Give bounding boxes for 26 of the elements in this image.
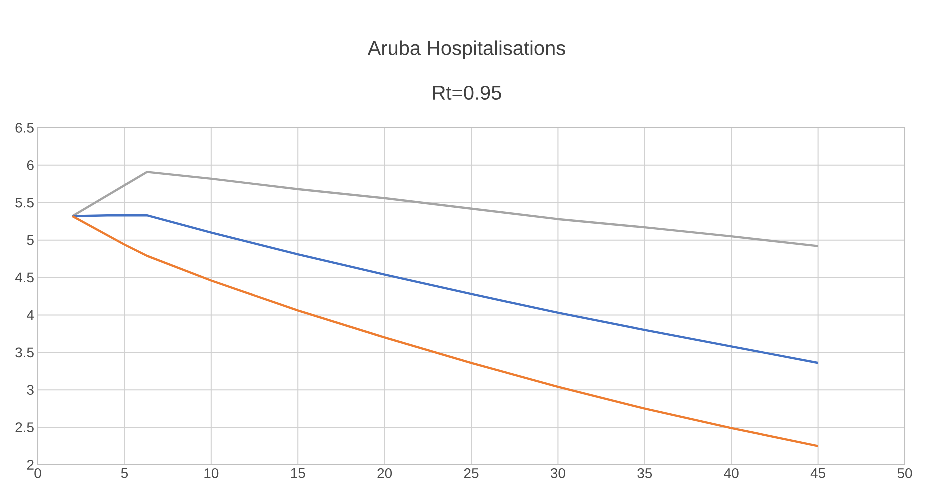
y-tick-label: 2: [27, 460, 34, 470]
x-tick-label: 35: [638, 468, 652, 478]
chart-title: Aruba Hospitalisations: [368, 40, 566, 60]
y-tick-label: 6: [27, 160, 34, 170]
y-tick-label: 5: [27, 235, 34, 246]
x-tick-label: 25: [464, 468, 479, 478]
y-tick-label: 2.5: [16, 422, 34, 432]
x-tick-label: 10: [204, 468, 219, 478]
x-tick-label: 0: [34, 468, 42, 478]
line-series: [72, 214, 820, 364]
y-tick-label: 3.5: [16, 348, 34, 358]
x-tick-label: 15: [291, 468, 306, 478]
y-tick-label: 6.5: [16, 123, 34, 133]
y-tick-label: 4.5: [15, 272, 34, 283]
x-tick-label: 50: [898, 468, 912, 478]
y-tick-label: 4: [27, 310, 34, 320]
x-tick-label: 40: [724, 468, 739, 478]
chart-subtitle: Rt=0.95: [433, 86, 502, 100]
x-tick-label: 45: [810, 468, 826, 478]
y-tick-label: 3: [27, 385, 34, 396]
y-tick-label: 5.5: [16, 198, 34, 208]
x-tick-label: 5: [121, 468, 128, 478]
x-tick-label: 20: [378, 468, 392, 478]
line-series: [72, 171, 820, 248]
line-series: [72, 215, 820, 448]
x-tick-label: 30: [550, 468, 566, 478]
